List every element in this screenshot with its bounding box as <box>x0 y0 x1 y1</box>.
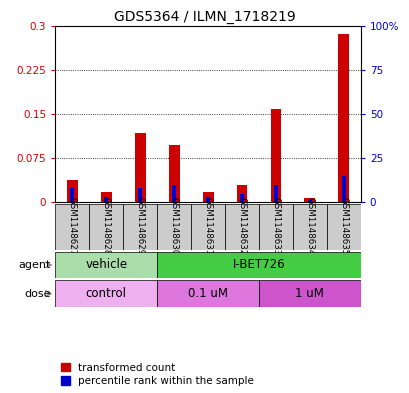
Bar <box>307 199 311 202</box>
Bar <box>236 185 247 202</box>
Bar <box>123 204 157 250</box>
Text: 1 uM: 1 uM <box>295 287 324 300</box>
Text: GSM1148633: GSM1148633 <box>271 197 280 255</box>
Text: GSM1148631: GSM1148631 <box>203 197 212 255</box>
Bar <box>168 145 179 202</box>
Bar <box>157 280 258 307</box>
Bar <box>138 188 142 202</box>
Bar <box>292 204 326 250</box>
Bar <box>206 197 209 202</box>
Bar <box>89 204 123 250</box>
Text: vehicle: vehicle <box>85 258 127 272</box>
Text: GSM1148632: GSM1148632 <box>237 197 246 255</box>
Bar <box>270 109 281 202</box>
Bar <box>258 204 292 250</box>
Text: GSM1148627: GSM1148627 <box>67 197 76 255</box>
Text: 0.1 uM: 0.1 uM <box>188 287 227 300</box>
Text: control: control <box>85 287 126 300</box>
Text: GSM1148634: GSM1148634 <box>305 197 314 255</box>
Text: GSM1148628: GSM1148628 <box>101 197 110 255</box>
Bar <box>304 198 315 202</box>
Bar <box>273 185 277 202</box>
Text: I-BET726: I-BET726 <box>232 258 285 272</box>
Bar <box>341 176 345 202</box>
Text: dose: dose <box>25 288 51 299</box>
Bar <box>239 193 243 202</box>
Bar <box>55 280 157 307</box>
Bar <box>101 192 111 202</box>
Bar <box>55 252 157 278</box>
Text: GSM1148630: GSM1148630 <box>169 197 178 255</box>
Text: agent: agent <box>19 260 51 270</box>
Bar <box>326 204 360 250</box>
Legend: transformed count, percentile rank within the sample: transformed count, percentile rank withi… <box>61 363 254 386</box>
Bar <box>70 188 74 202</box>
Text: GSM1148629: GSM1148629 <box>135 197 144 255</box>
Text: GDS5364 / ILMN_1718219: GDS5364 / ILMN_1718219 <box>114 10 295 24</box>
Bar <box>67 180 78 202</box>
Bar <box>157 204 191 250</box>
Bar <box>55 204 89 250</box>
Bar <box>104 197 108 202</box>
Bar <box>135 133 145 202</box>
Bar <box>225 204 258 250</box>
Text: GSM1148635: GSM1148635 <box>339 197 348 255</box>
Bar <box>337 34 348 202</box>
Bar <box>157 252 360 278</box>
Bar <box>202 192 213 202</box>
Bar <box>191 204 225 250</box>
Bar <box>172 185 176 202</box>
Bar <box>258 280 360 307</box>
